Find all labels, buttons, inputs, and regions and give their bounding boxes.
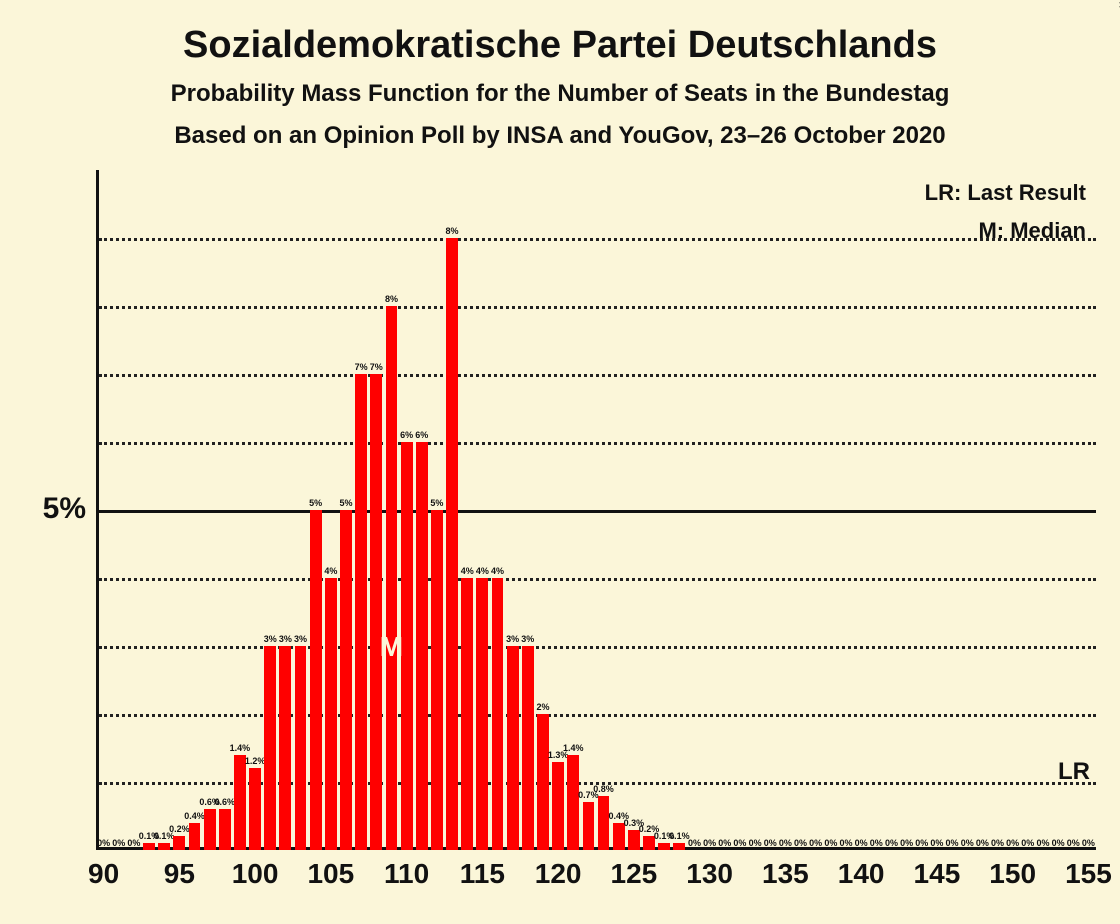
bar [234, 755, 246, 850]
bar [340, 510, 352, 850]
bar [310, 510, 322, 850]
bar [325, 578, 337, 850]
bar [461, 578, 473, 850]
bar [401, 442, 413, 850]
bar [598, 796, 610, 850]
x-tick-label: 135 [755, 858, 815, 890]
bar-value-label: 3% [513, 634, 543, 644]
gridline [99, 714, 1096, 717]
x-tick-label: 125 [604, 858, 664, 890]
bar [279, 646, 291, 850]
bar-value-label: 1.4% [558, 743, 588, 753]
bar-value-label: 8% [437, 226, 467, 236]
chart-subtitle2: Based on an Opinion Poll by INSA and You… [0, 122, 1120, 150]
x-tick-label: 90 [74, 858, 134, 890]
x-tick-label: 110 [377, 858, 437, 890]
bar [249, 768, 261, 850]
x-tick-label: 150 [983, 858, 1043, 890]
bar-value-label: 8% [376, 294, 406, 304]
bar [264, 646, 276, 850]
bar [219, 809, 231, 850]
bar [204, 809, 216, 850]
pmf-bar-chart: 5%90951001051101151201251301351401451501… [96, 170, 1096, 850]
bar [143, 843, 155, 850]
bar [173, 836, 185, 850]
bar [507, 646, 519, 850]
gridline [99, 306, 1096, 309]
gridline [99, 374, 1096, 377]
bar-value-label: 0.8% [589, 784, 619, 794]
x-tick-label: 140 [831, 858, 891, 890]
x-tick-label: 100 [225, 858, 285, 890]
gridline [99, 238, 1096, 241]
bar-value-label: 0% [1073, 838, 1103, 848]
bar [492, 578, 504, 850]
bar [158, 843, 170, 850]
bar-value-label: 2% [528, 702, 558, 712]
bar [446, 238, 458, 850]
bar [583, 802, 595, 850]
x-tick-label: 95 [149, 858, 209, 890]
bar [522, 646, 534, 850]
x-tick-label: 115 [452, 858, 512, 890]
bar-value-label: 5% [301, 498, 331, 508]
bar [476, 578, 488, 850]
bar [355, 374, 367, 850]
plot-area: 5%90951001051101151201251301351401451501… [96, 170, 1096, 850]
gridline [99, 578, 1096, 581]
bar [431, 510, 443, 850]
gridline [99, 442, 1096, 445]
bar [658, 843, 670, 850]
bar [567, 755, 579, 850]
x-tick-label: 130 [680, 858, 740, 890]
copyright-text: © 2021 Filip van Laenen [1116, 0, 1120, 8]
legend-last-result: LR: Last Result [925, 180, 1086, 206]
gridline-major [99, 510, 1096, 513]
y-tick-label: 5% [16, 492, 86, 526]
bar-value-label: 6% [407, 430, 437, 440]
last-result-marker: LR [1058, 758, 1090, 786]
x-tick-label: 105 [301, 858, 361, 890]
bar [552, 762, 564, 850]
bar [386, 306, 398, 850]
chart-subtitle1: Probability Mass Function for the Number… [0, 80, 1120, 108]
x-tick-label: 155 [1058, 858, 1118, 890]
bar [189, 823, 201, 850]
bar [295, 646, 307, 850]
bar-value-label: 4% [483, 566, 513, 576]
x-tick-label: 120 [528, 858, 588, 890]
x-tick-label: 145 [907, 858, 967, 890]
bar-value-label: 1.4% [225, 743, 255, 753]
bar [537, 714, 549, 850]
bar [370, 374, 382, 850]
gridline [99, 646, 1096, 649]
chart-title: Sozialdemokratische Partei Deutschlands [0, 24, 1120, 67]
legend-median: M: Median [978, 218, 1086, 244]
